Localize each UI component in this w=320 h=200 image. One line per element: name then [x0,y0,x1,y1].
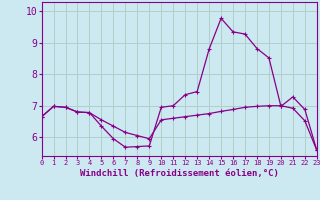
X-axis label: Windchill (Refroidissement éolien,°C): Windchill (Refroidissement éolien,°C) [80,169,279,178]
